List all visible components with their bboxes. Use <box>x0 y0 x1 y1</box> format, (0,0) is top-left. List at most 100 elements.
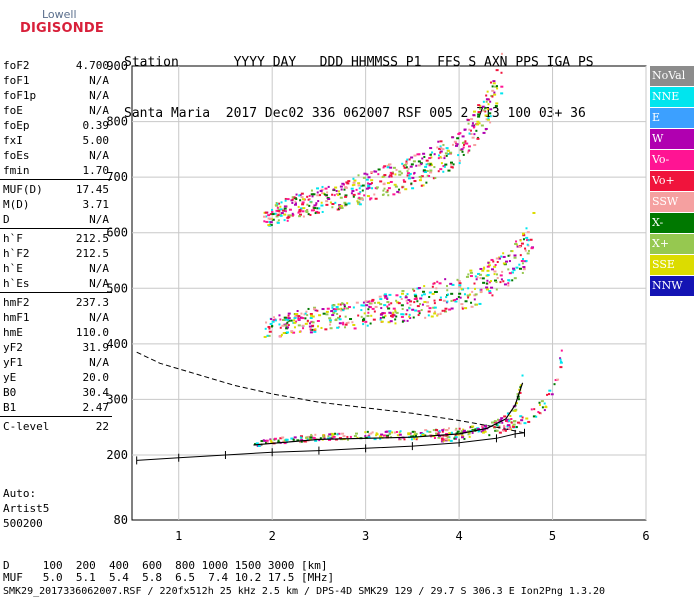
echo-point <box>514 408 518 411</box>
echo-point <box>529 238 533 241</box>
param-value: 237.3 <box>75 296 109 309</box>
echo-point <box>290 330 294 333</box>
echo-point <box>327 197 331 200</box>
echo-point <box>447 169 451 172</box>
echo-point <box>374 197 378 200</box>
echo-point <box>389 320 393 323</box>
echo-point <box>333 310 337 313</box>
echo-point <box>338 318 342 321</box>
echo-point <box>500 278 503 281</box>
echo-point <box>370 182 373 185</box>
legend-item: NNE <box>650 87 694 107</box>
echo-point <box>462 428 465 431</box>
echo-point <box>487 264 491 267</box>
echo-point <box>376 433 379 436</box>
echo-point <box>500 52 503 55</box>
echo-point <box>313 204 317 207</box>
echo-point <box>295 193 298 196</box>
echo-point <box>339 185 343 188</box>
echo-point <box>538 401 541 404</box>
echo-point <box>271 213 275 216</box>
echo-point <box>539 403 542 406</box>
echo-point <box>273 316 276 319</box>
echo-point <box>345 307 349 310</box>
echo-point <box>302 207 306 210</box>
echo-point <box>486 274 490 277</box>
echo-point <box>284 438 288 441</box>
echo-point <box>398 188 401 191</box>
echo-point <box>307 198 310 201</box>
echo-point <box>513 256 517 259</box>
echo-point <box>270 439 273 442</box>
echo-point <box>335 318 338 321</box>
y-tick-label: 400 <box>106 337 128 351</box>
echo-point <box>518 263 521 266</box>
echo-point <box>283 316 287 319</box>
echo-point <box>484 110 487 113</box>
echo-point <box>367 176 371 179</box>
echo-point <box>433 437 436 440</box>
echo-point <box>467 287 470 290</box>
echo-point <box>395 430 398 433</box>
echo-point <box>454 300 458 303</box>
echo-point <box>358 203 362 206</box>
echo-point <box>426 305 430 308</box>
echo-point <box>342 309 345 312</box>
echo-point <box>377 301 381 304</box>
echo-point <box>428 307 432 310</box>
echo-point <box>433 282 436 285</box>
echo-point <box>397 302 401 305</box>
echo-point <box>262 439 265 442</box>
echo-point <box>283 213 287 216</box>
param-value: 2.47 <box>82 401 110 414</box>
echo-point <box>403 166 407 169</box>
echo-point <box>393 314 396 317</box>
echo-point <box>507 268 510 271</box>
echo-point <box>263 220 266 223</box>
echo-point <box>420 309 423 312</box>
echo-point <box>305 310 308 313</box>
echo-point <box>479 104 482 107</box>
echo-point <box>477 272 481 275</box>
param-label: hmF1 <box>3 311 30 324</box>
echo-point <box>450 307 454 310</box>
echo-point <box>391 431 394 434</box>
echo-point <box>417 287 421 290</box>
echo-point <box>445 284 448 287</box>
echo-point <box>488 290 492 293</box>
echo-point <box>526 239 530 242</box>
echo-point <box>297 211 300 214</box>
echo-point <box>391 171 394 174</box>
param-label: hmF2 <box>3 296 30 309</box>
echo-point <box>420 434 423 437</box>
echo-point <box>449 439 453 442</box>
echo-point <box>407 299 411 302</box>
echo-point <box>280 201 283 204</box>
echo-point <box>276 214 280 217</box>
echo-point <box>413 154 417 157</box>
echo-point <box>301 324 305 327</box>
echo-point <box>506 424 510 427</box>
echo-point <box>358 187 361 190</box>
echo-point <box>329 201 332 204</box>
echo-point <box>294 200 297 203</box>
echo-point <box>279 437 283 440</box>
echo-point <box>271 218 275 221</box>
echo-point <box>440 162 443 165</box>
param-row: yE 20.0 <box>0 370 112 385</box>
legend-item: X+ <box>650 234 694 254</box>
echo-point <box>440 146 443 149</box>
echo-point <box>522 234 526 237</box>
echo-point <box>373 310 376 313</box>
echo-point <box>505 260 509 263</box>
param-separator <box>0 179 112 180</box>
echo-point <box>408 307 411 310</box>
param-value: 5.00 <box>82 134 110 147</box>
echo-point <box>519 415 523 418</box>
echo-point <box>441 309 444 312</box>
echo-point <box>392 311 395 314</box>
echo-point <box>295 197 298 200</box>
echo-point <box>439 168 443 171</box>
echo-point <box>415 164 418 167</box>
param-label: B1 <box>3 401 17 414</box>
